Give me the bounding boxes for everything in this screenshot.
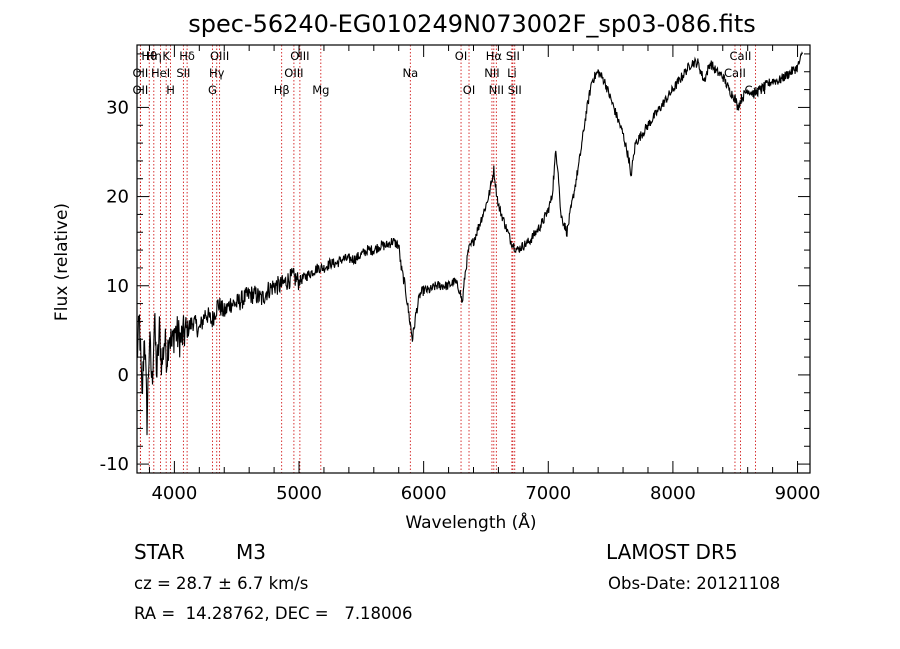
spectral-line-label: H (166, 83, 175, 97)
spectral-line-label: NII (489, 83, 504, 97)
x-tick-label: 9000 (775, 483, 821, 504)
spectral-line-markers (139, 45, 756, 473)
spectral-line-label: CaII (724, 66, 746, 80)
spectral-line-label: Hδ (179, 49, 195, 63)
spectral-line-label: Na (402, 66, 418, 80)
spectrum-line (136, 51, 804, 436)
spectral-line-label: Hγ (209, 66, 225, 80)
x-tick-label: 8000 (650, 483, 696, 504)
spectral-line-label: Hθ (141, 49, 157, 63)
y-tick-label: 0 (118, 365, 129, 386)
y-tick-label: -10 (100, 454, 129, 475)
object-class: STAR (134, 540, 185, 564)
spectral-line-label: K (162, 49, 170, 63)
spectral-line-label: OI (463, 83, 475, 97)
spectral-line-label: OIII (284, 66, 303, 80)
spectral-line-label: OI (455, 49, 467, 63)
spectral-line-label: NII (484, 66, 499, 80)
y-tick-label: 30 (106, 97, 129, 118)
y-tick-label: 10 (106, 276, 129, 297)
spectral-line-label: CaII (730, 49, 752, 63)
spectral-line-label: SII (176, 66, 190, 80)
spectral-line-label: OII (132, 66, 148, 80)
redshift-cz: cz = 28.7 ± 6.7 km/s (134, 574, 309, 593)
spectral-line-label: Hβ (274, 83, 290, 97)
x-axis-label: Wavelength (Å) (405, 511, 536, 533)
spectral-line-label: Mg (312, 83, 329, 97)
coordinates: RA = 14.28762, DEC = 7.18006 (134, 604, 413, 623)
axis-ticks (137, 45, 810, 473)
survey-name: LAMOST DR5 (606, 540, 738, 564)
observation-date: Obs-Date: 20121108 (608, 574, 781, 593)
spectral-line-label: SII (508, 83, 522, 97)
y-tick-label: 20 (106, 187, 129, 208)
x-tick-label: 6000 (401, 483, 447, 504)
object-subclass: M3 (236, 540, 266, 564)
x-tick-label: 5000 (276, 483, 322, 504)
spectral-line-label: G (208, 83, 217, 97)
plot-frame (136, 44, 811, 474)
spectral-line-label: OIII (210, 49, 229, 63)
x-tick-label: 4000 (151, 483, 197, 504)
x-tick-label: 7000 (525, 483, 571, 504)
spectral-line-label: HeI (151, 66, 170, 80)
y-axis-label: Flux (relative) (52, 203, 72, 321)
spectral-line-label: OIII (290, 49, 309, 63)
axis-tick-labels: 4000 5000 6000 7000 8000 9000 -10 0 10 20 30 (100, 97, 821, 504)
spectral-line-label: Hα (486, 49, 503, 63)
spectral-line-label: Li (507, 66, 517, 80)
spectral-line-label: SII (506, 49, 520, 63)
spectral-line-label: Hη (146, 49, 162, 63)
chart-title: spec-56240-EG010249N073002F_sp03-086.fit… (188, 10, 756, 38)
